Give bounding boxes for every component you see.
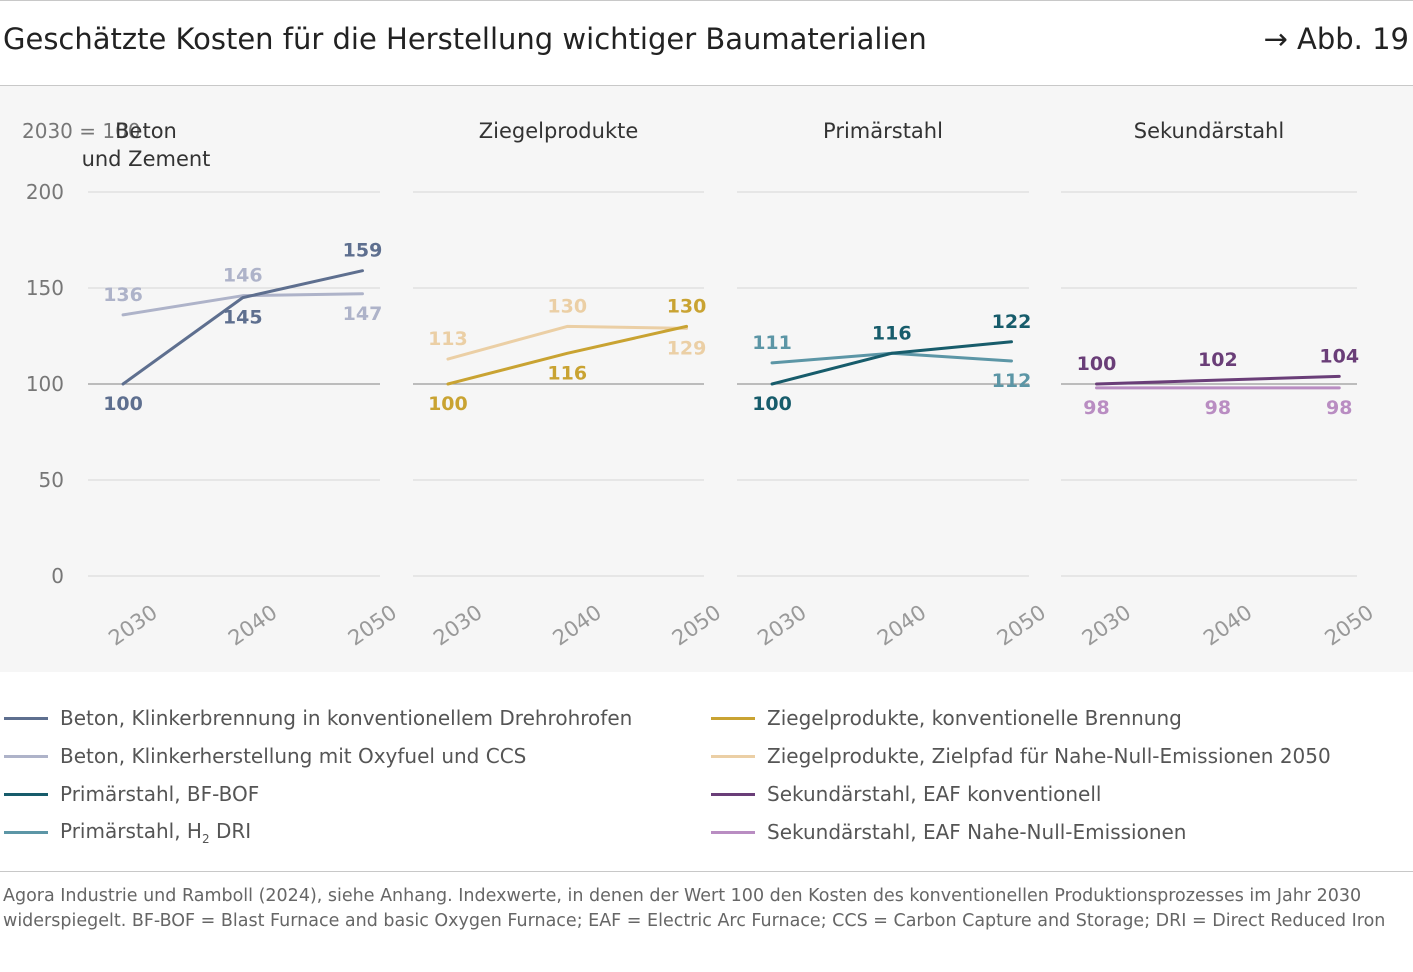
x-tick-label: 2030 — [429, 600, 487, 650]
panel-title: und Zement — [82, 147, 211, 171]
data-label: 129 — [667, 337, 707, 359]
legend-label: Beton, Klinkerbrennung in konventionelle… — [60, 706, 633, 730]
legend-swatch — [711, 792, 755, 796]
legend-item-primaerstahl-h2-dri: Primärstahl, H2 DRI — [4, 817, 251, 847]
y-tick-label: 200 — [26, 180, 64, 204]
y-tick-label: 50 — [39, 468, 64, 492]
data-label: 147 — [343, 303, 383, 325]
legend-swatch — [4, 792, 48, 796]
data-label: 130 — [547, 295, 587, 317]
legend-label: Beton, Klinkerherstellung mit Oxyfuel un… — [60, 744, 527, 768]
legend-label: Ziegelprodukte, Zielpfad für Nahe-Null-E… — [767, 744, 1331, 768]
data-label: 116 — [872, 322, 912, 344]
top-rule — [0, 0, 1413, 1]
legend-swatch — [711, 830, 755, 834]
chart-title: Geschätzte Kosten für die Herstellung wi… — [3, 22, 927, 56]
header-divider — [0, 85, 1413, 86]
data-label: 100 — [103, 393, 143, 415]
panel-title: Ziegelprodukte — [479, 119, 639, 143]
series-line — [1095, 374, 1341, 386]
data-label: 104 — [1319, 345, 1359, 367]
source-note: Agora Industrie und Ramboll (2024), sieh… — [3, 886, 1386, 931]
figure-reference[interactable]: → Abb. 19 — [1263, 22, 1409, 56]
legend-item-beton-oxyfuel: Beton, Klinkerherstellung mit Oxyfuel un… — [4, 741, 526, 771]
y-tick-label: 0 — [51, 564, 64, 588]
data-label: 122 — [992, 311, 1032, 333]
data-label: 111 — [752, 332, 792, 354]
data-label: 112 — [992, 370, 1032, 392]
data-label: 100 — [428, 393, 468, 415]
legend-item-ziegel-konventionell: Ziegelprodukte, konventionelle Brennung — [711, 703, 1182, 733]
data-label: 102 — [1198, 349, 1238, 371]
x-tick-label: 2040 — [873, 600, 931, 650]
legend-swatch — [4, 830, 48, 834]
legend-swatch — [711, 754, 755, 758]
legend-label: Sekundärstahl, EAF konventionell — [767, 782, 1102, 806]
data-label: 130 — [667, 295, 707, 317]
x-tick-label: 2040 — [1199, 600, 1257, 650]
panel-title: Sekundärstahl — [1134, 119, 1284, 143]
data-label: 145 — [223, 307, 263, 329]
x-tick-label: 2040 — [548, 600, 606, 650]
index-label: 2030 = 100 — [22, 119, 141, 143]
legend-item-sekundaerstahl-konventionell: Sekundärstahl, EAF konventionell — [711, 779, 1101, 809]
x-tick-label: 2050 — [668, 600, 726, 650]
x-tick-label: 2030 — [1078, 600, 1136, 650]
x-tick-label: 2050 — [344, 600, 402, 650]
legend-label: Ziegelprodukte, konventionelle Brennung — [767, 706, 1182, 730]
x-tick-label: 2040 — [224, 600, 282, 650]
source-divider — [0, 871, 1413, 872]
legend-swatch — [711, 716, 755, 720]
x-tick-label: 2030 — [104, 600, 162, 650]
y-tick-label: 150 — [26, 276, 64, 300]
legend-label: Primärstahl, BF-BOF — [60, 782, 260, 806]
legend-item-beton-konventionell: Beton, Klinkerbrennung in konventionelle… — [4, 703, 632, 733]
legend-label: Sekundärstahl, EAF Nahe-Null-Emissionen — [767, 820, 1187, 844]
data-label: 100 — [1077, 353, 1117, 375]
data-label: 136 — [103, 284, 143, 306]
series-line — [121, 269, 364, 386]
x-tick-label: 2050 — [1320, 600, 1378, 650]
legend-label: Primärstahl, H2 DRI — [60, 818, 252, 846]
legend-item-sekundaerstahl-nahe-null: Sekundärstahl, EAF Nahe-Null-Emissionen — [711, 817, 1186, 847]
series-line — [770, 340, 1013, 386]
legend-item-primaerstahl-bf-bof: Primärstahl, BF-BOF — [4, 779, 259, 809]
data-label: 159 — [343, 240, 383, 262]
data-label: 113 — [428, 328, 468, 350]
series-line — [446, 324, 689, 361]
x-tick-label: 2050 — [993, 600, 1051, 650]
data-label: 98 — [1083, 397, 1109, 419]
data-label: 146 — [223, 265, 263, 287]
panel-title: Primärstahl — [823, 119, 943, 143]
chart-background — [0, 86, 1413, 672]
y-tick-label: 100 — [26, 372, 64, 396]
data-label: 116 — [547, 362, 587, 384]
series-line — [121, 292, 364, 317]
legend-item-ziegel-zielpfad: Ziegelprodukte, Zielpfad für Nahe-Null-E… — [711, 741, 1331, 771]
data-label: 100 — [752, 393, 792, 415]
small-multiples-line-chart: 2030 = 100 0 50 100 150 200 Beton und Zement 203… — [22, 119, 1378, 650]
data-label: 98 — [1326, 397, 1352, 419]
x-tick-label: 2030 — [753, 600, 811, 650]
legend: Beton, Klinkerbrennung in konventionelle… — [0, 700, 1413, 860]
data-label: 98 — [1205, 397, 1231, 419]
legend-swatch — [4, 754, 48, 758]
series-line — [446, 324, 689, 386]
legend-swatch — [4, 716, 48, 720]
panel-title: Beton — [115, 119, 177, 143]
